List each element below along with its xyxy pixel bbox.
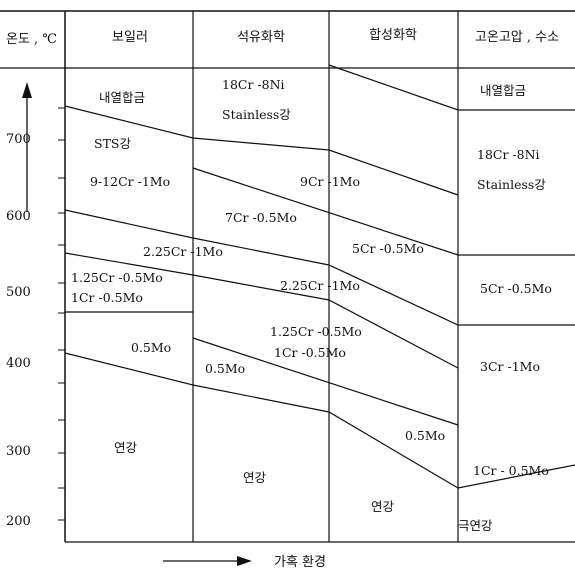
label-ht-5cr-0-5mo: 5Cr -0.5Mo (480, 281, 552, 296)
label-ht-heat-resistant-alloy: 내열합금 (480, 83, 526, 98)
label-boiler-sts-steel: STS강 (94, 136, 131, 151)
label-ht-ultra-mild-steel: 극연강 (458, 518, 493, 533)
label-ht-18cr-8ni: 18Cr -8Ni (477, 147, 540, 162)
y-tick-label: 500 (6, 285, 31, 300)
up-arrow-icon (22, 82, 32, 98)
column-header-boiler: 보일러 (112, 30, 148, 45)
x-axis-caption: 가혹 환경 (274, 555, 326, 570)
y-tick-label: 700 (6, 132, 31, 147)
label-2-25cr-1mo: 2.25Cr -1Mo (143, 244, 223, 259)
label-ht-3cr-1mo: 3Cr -1Mo (480, 359, 540, 374)
boundary-alloy-18cr (328, 64, 575, 111)
boundary-1cr-05mo (192, 337, 459, 426)
y-tick-label: 400 (6, 356, 31, 371)
label-petro-9cr-1mo: 9Cr -1Mo (300, 174, 360, 189)
y-tick-label: 600 (6, 209, 31, 224)
boundary-05mo-mild (64, 352, 575, 489)
label-petro-1-25cr-0-5mo: 1.25Cr -0.5Mo (270, 324, 362, 339)
label-petro-2-25cr-1mo: 2.25Cr -1Mo (280, 278, 360, 293)
boundary-7cr-225cr (64, 209, 575, 326)
right-arrow-icon (237, 556, 252, 566)
label-petro-mild-steel: 연강 (243, 470, 267, 485)
boundary-9cr-5cr (192, 167, 575, 256)
label-boiler-mild-steel: 연강 (114, 440, 138, 455)
label-petro-18cr-8ni: 18Cr -8Ni (222, 77, 285, 92)
column-header-petrochemical: 석유화학 (237, 30, 285, 45)
label-ht-stainless-steel: Stainless강 (477, 177, 546, 192)
y-axis-title: 온도 , ℃ (6, 32, 57, 47)
label-synthetic-mild-steel: 연강 (371, 499, 395, 514)
label-petro-stainless-steel: Stainless강 (222, 107, 291, 122)
y-tick-label: 300 (6, 444, 31, 459)
label-boiler-1-25cr-0-5mo: 1.25Cr -0.5Mo (71, 270, 163, 285)
label-ht-1cr-0-5mo: 1Cr - 0.5Mo (473, 463, 549, 478)
label-synthetic-5cr-0-5mo: 5Cr -0.5Mo (352, 241, 424, 256)
label-boiler-1cr-0-5mo: 1Cr -0.5Mo (71, 290, 143, 305)
boundary-225cr-125cr (64, 252, 459, 369)
boundary-sts-9cr (64, 105, 459, 196)
column-header-high-temp-hydrogen: 고온고압 , 수소 (475, 30, 559, 45)
y-tick-label: 200 (6, 514, 31, 529)
label-petro-1cr-0-5mo: 1Cr -0.5Mo (274, 345, 346, 360)
column-header-synthetic-chemical: 합성화학 (369, 28, 417, 43)
label-petro-7cr-0-5mo: 7Cr -0.5Mo (225, 210, 297, 225)
label-boiler-heat-resistant-alloy: 내열합금 (99, 90, 145, 105)
label-boiler-0-5mo: 0.5Mo (131, 340, 171, 355)
label-boiler-9-12cr-1mo: 9-12Cr -1Mo (90, 174, 170, 189)
label-petro-0-5mo: 0.5Mo (205, 361, 245, 376)
label-synthetic-0-5mo: 0.5Mo (405, 428, 445, 443)
